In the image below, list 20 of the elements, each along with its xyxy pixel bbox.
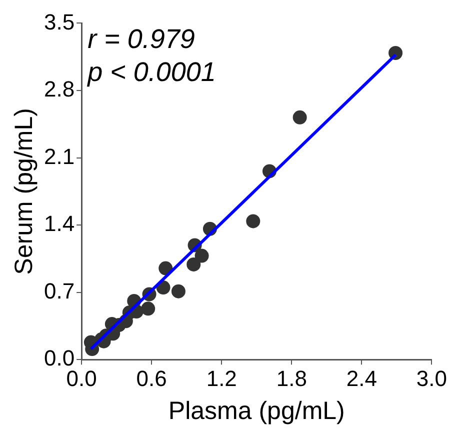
y-tick-label: 3.5 (44, 9, 75, 34)
annotation: r = 0.979 (88, 24, 195, 54)
x-tick-label: 1.8 (276, 366, 307, 391)
point (141, 302, 156, 316)
annotation: p < 0.0001 (86, 57, 216, 88)
point (246, 214, 260, 228)
y-tick-label: 2.8 (44, 76, 75, 102)
x-tick-label: 3.0 (416, 366, 448, 391)
x-tick-label: 2.4 (346, 366, 377, 391)
y-tick-label: 2.1 (44, 144, 75, 169)
x-tick-label: 0.6 (136, 366, 167, 391)
point (292, 110, 307, 124)
y-axis-title: Serum (pg/mL) (10, 108, 38, 275)
point (186, 257, 201, 272)
x-tick-label: 1.2 (206, 366, 237, 391)
x-axis-title: Plasma (pg/mL) (168, 396, 345, 425)
y-tick-label: 1.4 (44, 211, 75, 236)
point (194, 248, 209, 263)
point (171, 284, 186, 298)
y-tick-label: 0.7 (44, 278, 75, 304)
